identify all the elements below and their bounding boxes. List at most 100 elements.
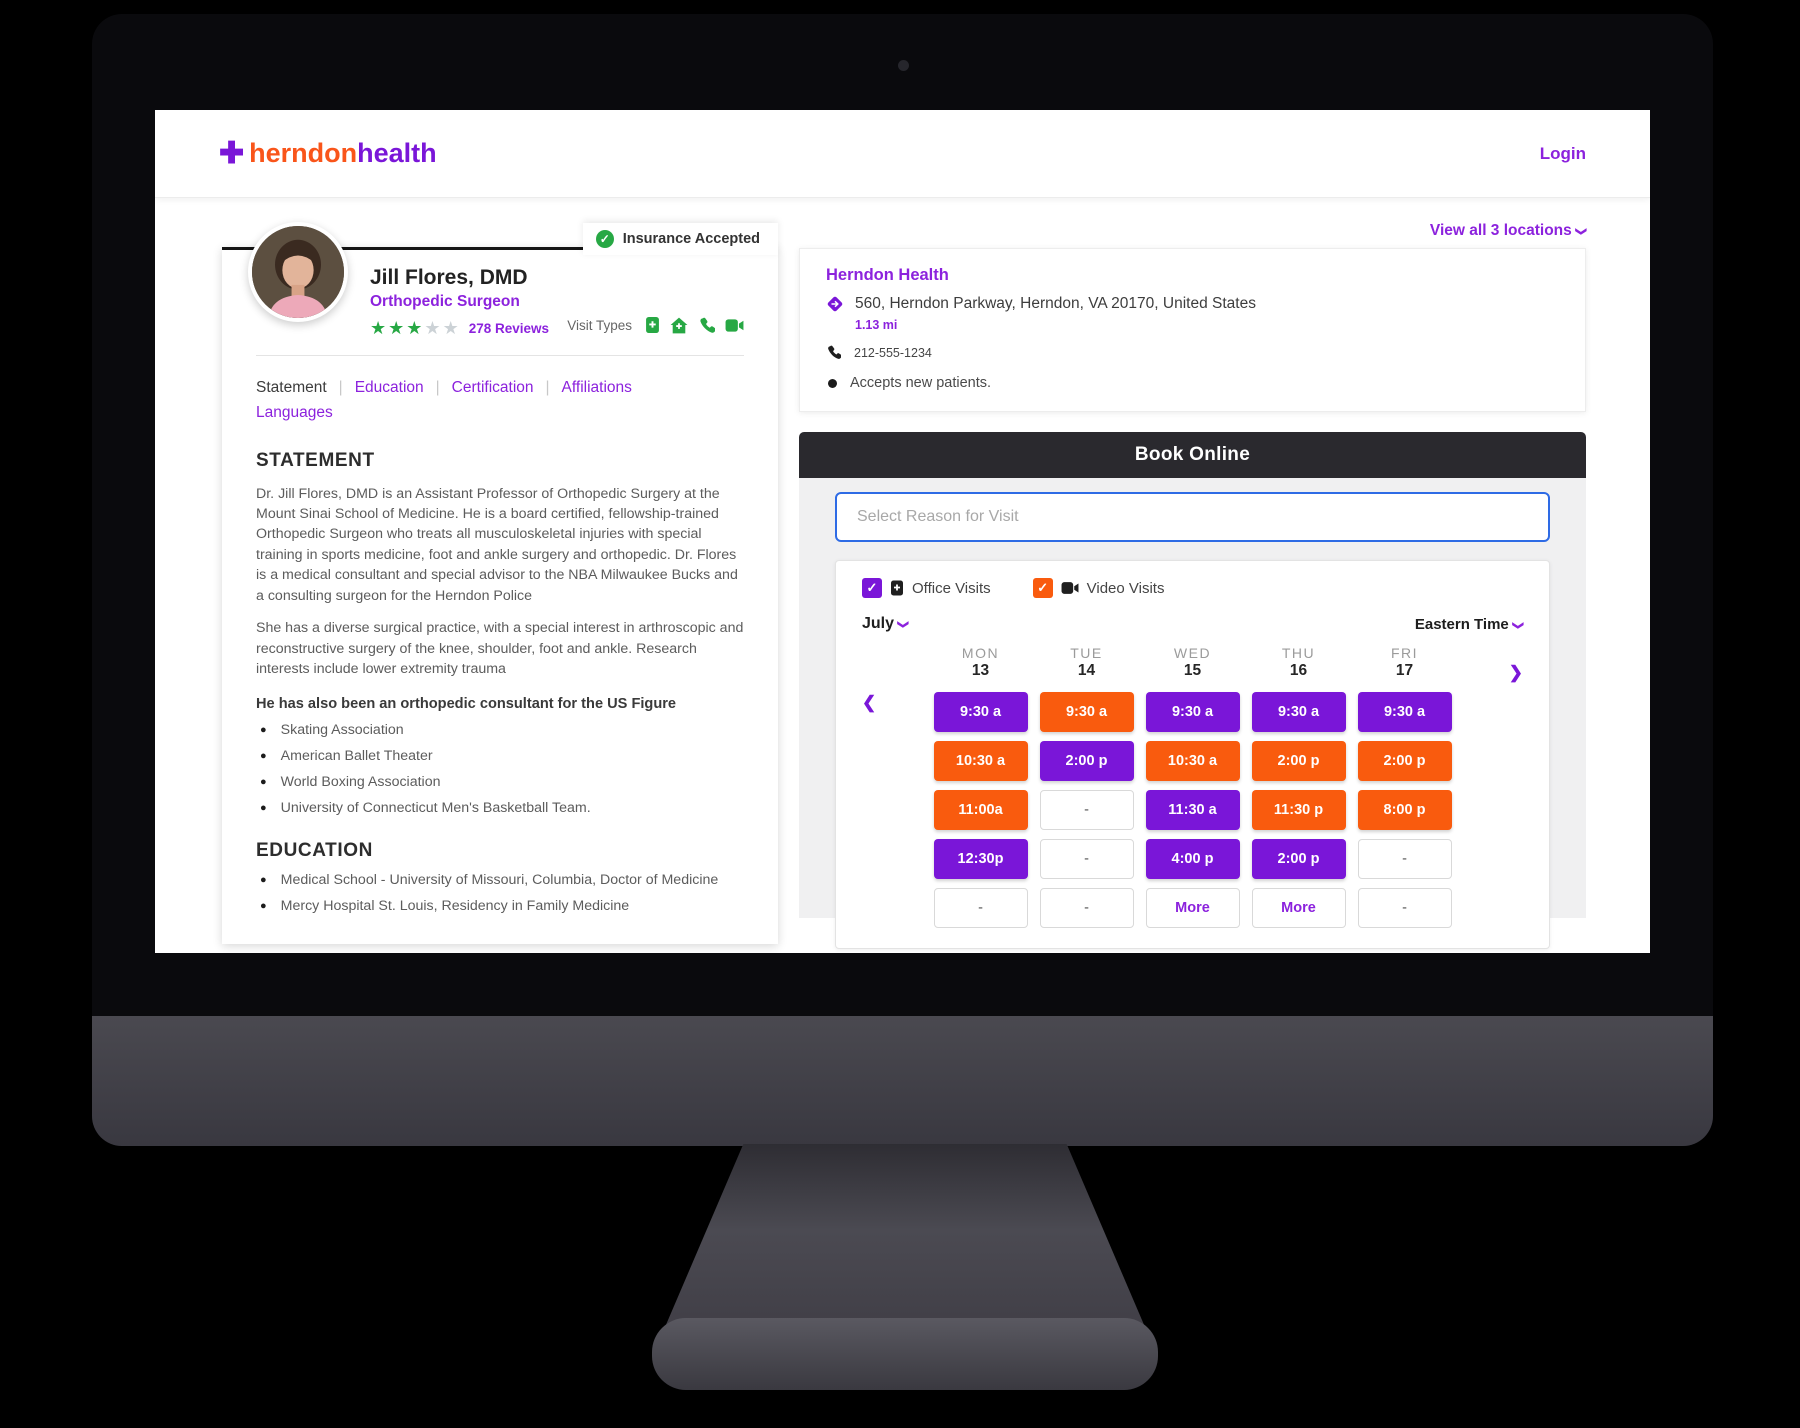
time-slot-button[interactable]: 4:00 p	[1145, 839, 1240, 879]
list-item: ● American Ballet Theater	[256, 748, 744, 764]
doctor-profile-card: ✓ Insurance Accepted	[222, 222, 778, 944]
list-item-text: Skating Association	[280, 721, 404, 738]
time-slot-button[interactable]: -	[933, 888, 1028, 928]
office-visits-checkbox[interactable]: ✓	[862, 578, 882, 598]
list-item: ● World Boxing Association	[256, 774, 744, 790]
time-slot-button[interactable]: 9:30 a	[933, 692, 1028, 732]
calendar-controls-row: July ❯ Eastern Time ❯	[862, 615, 1524, 633]
time-slot-button[interactable]: 2:00 p	[1251, 839, 1346, 879]
time-slot-button[interactable]: -	[1039, 839, 1134, 879]
tab-education[interactable]: Education	[354, 379, 424, 396]
tab-certification[interactable]: Certification	[451, 379, 534, 396]
location-address: 560, Herndon Parkway, Herndon, VA 20170,…	[855, 295, 1256, 312]
education-list: ● Medical School - University of Missouri…	[256, 872, 744, 914]
video-visits-checkbox[interactable]: ✓	[1032, 578, 1053, 598]
time-slot-button[interactable]: 9:30 a	[1039, 692, 1134, 732]
statement-heading: STATEMENT	[256, 449, 375, 471]
tab-languages[interactable]: Languages	[256, 403, 333, 421]
avatar-illustration	[252, 226, 344, 318]
login-link[interactable]: Login	[1539, 143, 1586, 163]
time-slot-button[interactable]: 8:00 p	[1357, 790, 1452, 830]
doctor-avatar	[248, 222, 348, 322]
star-rating: ★ ★ ★ ★ ★	[370, 318, 461, 339]
brand-logo[interactable]: ✚ herndon health	[219, 138, 437, 169]
phone-icon	[828, 345, 841, 359]
video-visits-label: Video Visits	[1086, 579, 1165, 597]
logo-text-health: health	[357, 138, 437, 168]
time-slot-button[interactable]: 10:30 a	[933, 741, 1028, 781]
statement-bold-line: He has also been an orthopedic consultan…	[256, 695, 677, 712]
time-slot-button[interactable]: 11:00a	[933, 790, 1028, 830]
chevron-down-icon: ❯	[897, 619, 910, 630]
bullet-icon: ●	[260, 749, 267, 762]
bullet-icon: ●	[260, 801, 267, 814]
video-visits-checkbox-item[interactable]: ✓ Video Visits	[1032, 578, 1165, 598]
insurance-accepted-badge: ✓ Insurance Accepted	[582, 223, 778, 255]
book-online-header: Book Online	[799, 432, 1586, 478]
tab-separator: |	[545, 379, 550, 396]
star-icon: ★	[442, 318, 459, 338]
visit-types: Visit Types	[567, 316, 744, 334]
month-dropdown[interactable]: July ❯	[862, 615, 910, 633]
tab-affiliations[interactable]: Affiliations	[561, 379, 632, 396]
time-slot-button[interactable]: 2:00 p	[1251, 741, 1346, 781]
statement-paragraph-2: She has a diverse surgical practice, wit…	[256, 620, 744, 678]
directions-icon[interactable]	[826, 295, 844, 313]
slot-row: 10:30 a 2:00 p 10:30 a 2:00 p 2:00 p	[896, 741, 1489, 781]
time-slot-button[interactable]: -	[1039, 790, 1134, 830]
view-all-locations-link[interactable]: View all 3 locations ❯	[799, 222, 1587, 240]
day-number: 16	[1289, 662, 1308, 679]
tab-statement[interactable]: Statement	[256, 379, 327, 396]
day-name: FRI	[1390, 645, 1419, 661]
time-slot-button[interactable]: 9:30 a	[1145, 692, 1240, 732]
webcam-dot-icon	[898, 60, 909, 71]
visit-types-label: Visit Types	[567, 317, 632, 333]
next-week-chevron-icon[interactable]: ❯	[1508, 663, 1523, 682]
location-distance: 1.13 mi	[855, 318, 898, 332]
time-slot-button[interactable]: 2:00 p	[1039, 741, 1134, 781]
bullet-icon: ●	[260, 899, 267, 912]
day-header: FRI 17	[1358, 645, 1452, 680]
profile-divider	[256, 355, 744, 356]
list-item-text: American Ballet Theater	[280, 747, 433, 764]
chevron-down-icon: ❯	[1574, 226, 1587, 237]
tabs-line-1: Statement | Education | Certification | Affili…	[256, 376, 744, 401]
book-online-section: Book Online ✓ Office Visits	[799, 432, 1586, 949]
reason-for-visit-input[interactable]	[835, 492, 1550, 542]
month-label: July	[862, 615, 895, 632]
bullet-icon: ●	[260, 873, 267, 886]
time-slot-button[interactable]: 2:00 p	[1357, 741, 1452, 781]
day-header: THU 16	[1252, 645, 1346, 680]
tabs-line-2: Languages	[256, 401, 744, 426]
time-slot-button[interactable]: 10:30 a	[1145, 741, 1240, 781]
video-visit-icon	[725, 318, 744, 332]
time-slot-button[interactable]: -	[1357, 839, 1452, 879]
video-icon	[1061, 582, 1079, 594]
slot-row: 12:30p - 4:00 p 2:00 p -	[896, 839, 1489, 879]
day-header-row: MON 13 TUE 14 WED 15 THU 16 FRI 17	[896, 645, 1489, 680]
time-slot-button[interactable]: -	[1357, 888, 1452, 928]
insurance-badge-label: Insurance Accepted	[622, 231, 760, 247]
more-slots-button[interactable]: More	[1251, 888, 1346, 928]
day-name: TUE	[1070, 645, 1103, 661]
time-slot-button[interactable]: -	[1039, 888, 1134, 928]
time-slot-button[interactable]: 9:30 a	[1357, 692, 1452, 732]
location-card: Herndon Health 560, Herndon Parkway, Her…	[799, 248, 1586, 412]
location-phone[interactable]: 212-555-1234	[854, 345, 932, 360]
browser-screen: ✚ herndon health Login ✓ Insurance Accep…	[155, 110, 1650, 953]
time-slot-button[interactable]: 12:30p	[933, 839, 1028, 879]
time-slot-button[interactable]: 11:30 p	[1251, 790, 1346, 830]
day-header: MON 13	[934, 645, 1028, 680]
previous-week-chevron-icon[interactable]: ❮	[862, 693, 877, 712]
list-item-text: University of Connecticut Men's Basketba…	[280, 799, 591, 816]
location-name-link[interactable]: Herndon Health	[826, 266, 949, 284]
book-online-body: ✓ Office Visits ✓ Video Visits	[799, 478, 1586, 949]
more-slots-button[interactable]: More	[1145, 888, 1240, 928]
reviews-link[interactable]: 278 Reviews	[468, 321, 550, 336]
office-visits-checkbox-item[interactable]: ✓ Office Visits	[862, 578, 991, 598]
timezone-dropdown[interactable]: Eastern Time ❯	[1415, 616, 1524, 633]
time-slot-grid: 9:30 a 9:30 a 9:30 a 9:30 a 9:30 a 10:30…	[896, 692, 1489, 928]
time-slot-button[interactable]: 9:30 a	[1251, 692, 1346, 732]
time-slot-button[interactable]: 11:30 a	[1145, 790, 1240, 830]
